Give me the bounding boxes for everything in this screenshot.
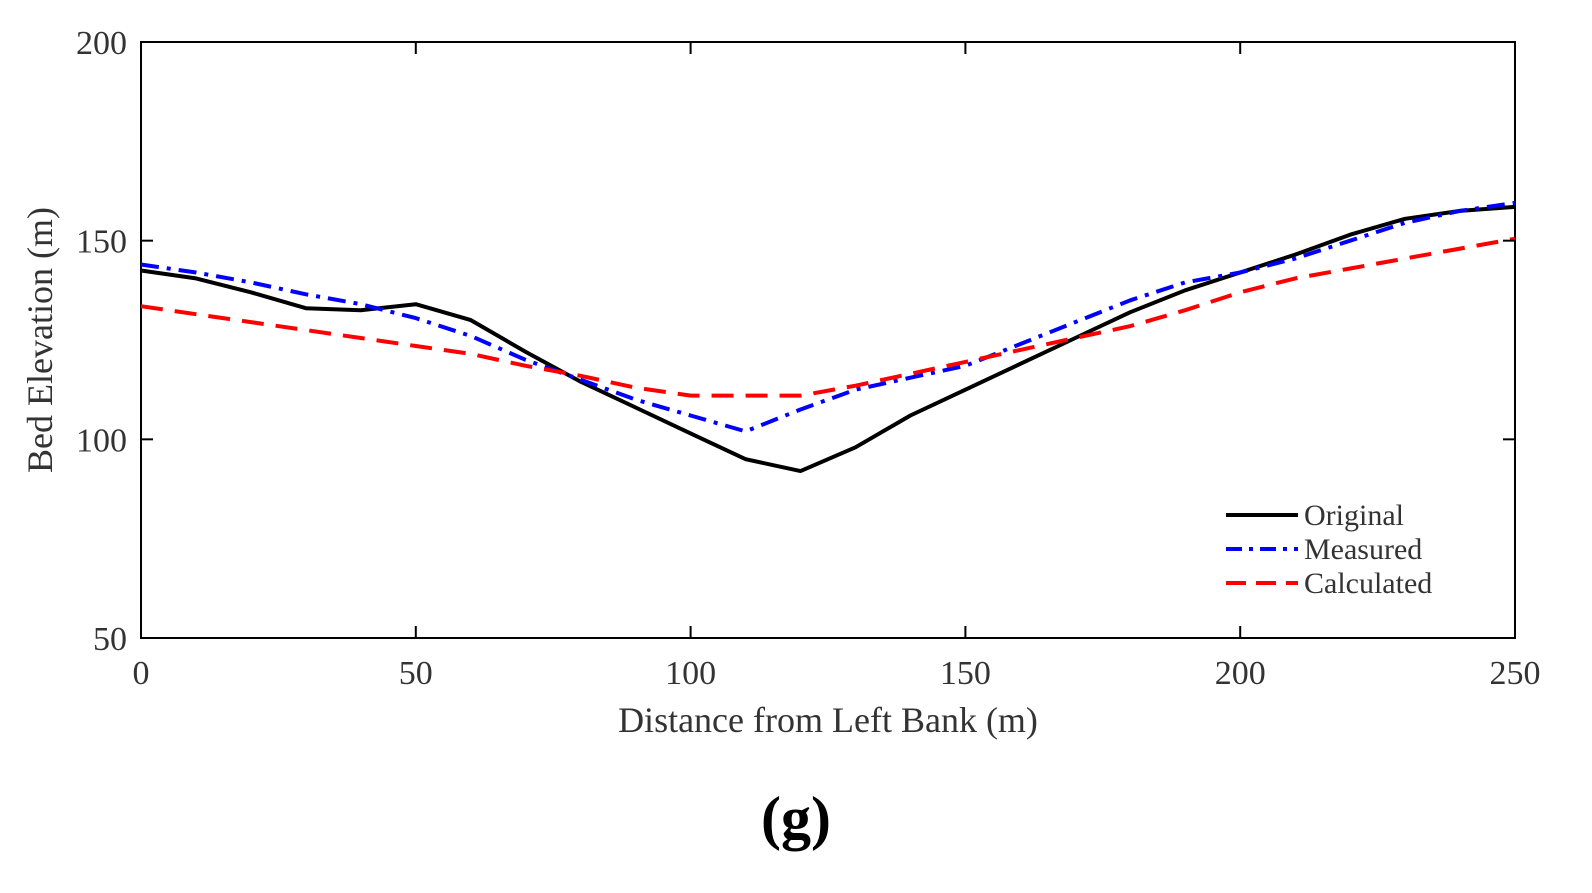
series-layer <box>140 200 1516 474</box>
legend-label-calculated: Calculated <box>1304 567 1432 600</box>
series-line-measured <box>140 200 1516 434</box>
plot-frame <box>140 41 1516 639</box>
x-tick-label: 200 <box>1215 655 1266 692</box>
panel-label: (g) <box>761 785 831 851</box>
x-axis-label: Distance from Left Bank (m) <box>618 700 1038 740</box>
x-tick-label: 50 <box>399 655 433 692</box>
y-tick-label: 200 <box>76 25 127 62</box>
series-line-original <box>140 204 1516 474</box>
y-axis-label: Bed Elevation (m) <box>20 207 60 473</box>
x-tick-label: 0 <box>133 655 150 692</box>
series-line-calculated <box>140 236 1516 398</box>
x-tick-label: 150 <box>940 655 991 692</box>
y-tick-label: 100 <box>76 422 127 459</box>
y-tick-label: 50 <box>93 621 127 658</box>
legend-label-measured: Measured <box>1304 533 1422 566</box>
y-tick-label: 150 <box>76 224 127 261</box>
plot-area <box>140 41 1516 639</box>
x-tick-label: 250 <box>1490 655 1541 692</box>
legend-label-original: Original <box>1304 499 1404 532</box>
x-tick-label: 100 <box>665 655 716 692</box>
